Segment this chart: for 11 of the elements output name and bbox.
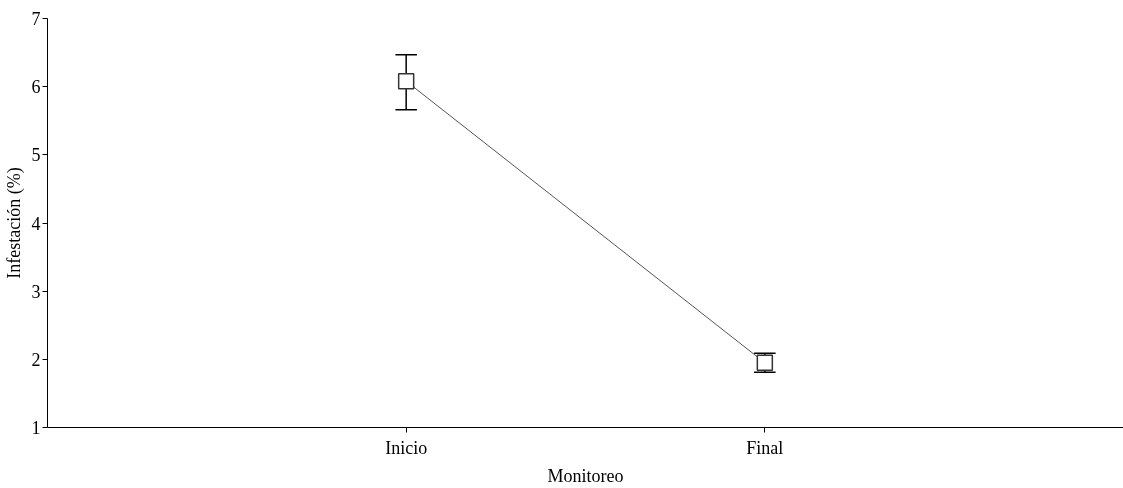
x-tick-label: Inicio	[385, 437, 428, 458]
y-tick-label: 3	[31, 281, 41, 302]
x-tick-label: Final	[746, 437, 784, 458]
y-tick-label: 1	[31, 418, 41, 438]
y-tick-label: 7	[31, 9, 41, 29]
y-tick-label: 6	[31, 77, 41, 98]
y-axis-title: Infestación (%)	[3, 167, 25, 279]
y-tick-label: 5	[31, 145, 41, 166]
y-tick-label: 4	[31, 213, 41, 234]
y-tick-label: 2	[31, 349, 41, 370]
x-axis-title: Monitoreo	[547, 465, 624, 486]
